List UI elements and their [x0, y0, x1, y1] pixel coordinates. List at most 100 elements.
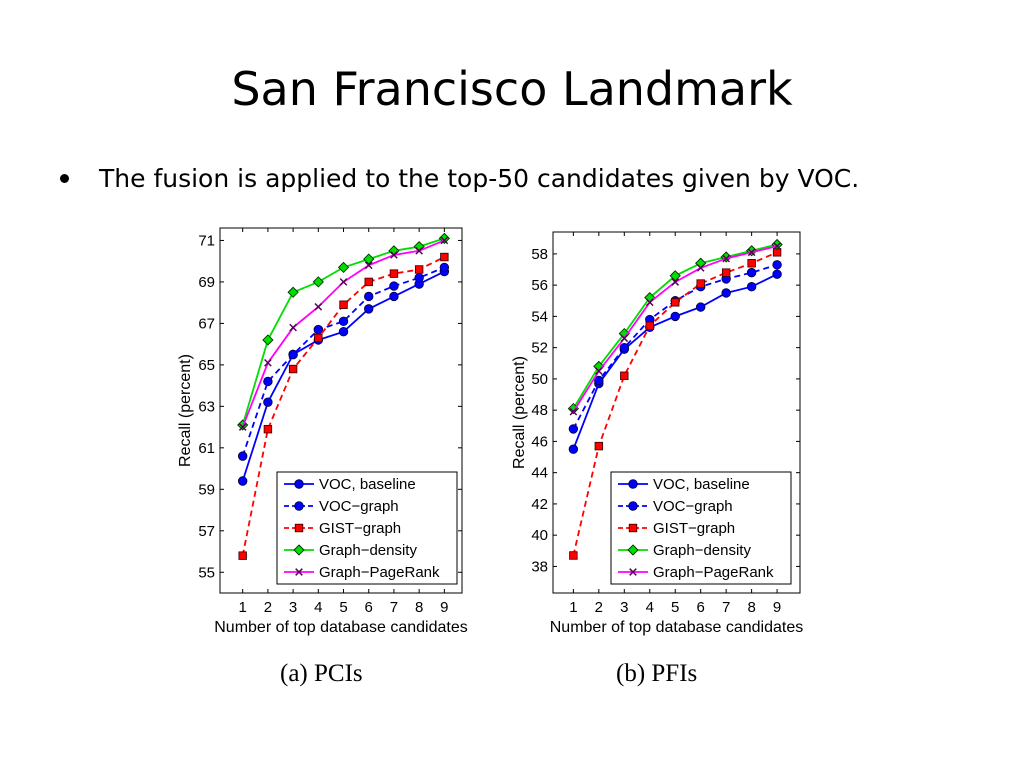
- x-tick-label: 4: [646, 599, 654, 616]
- y-tick-label: 56: [531, 277, 548, 294]
- data-point-1: [389, 281, 399, 291]
- x-tick-label: 1: [569, 599, 577, 616]
- y-tick-label: 40: [531, 527, 548, 544]
- data-point-1: [364, 291, 374, 302]
- legend: VOC, baseline VOC−graph GIST−graph Graph−de…: [610, 471, 792, 585]
- bullet-item: The fusion is applied to the top-50 cand…: [60, 164, 859, 193]
- data-point-0: [364, 304, 374, 314]
- data-point-4: [238, 423, 247, 431]
- y-tick-label: 63: [198, 398, 215, 415]
- y-tick-label: 48: [531, 402, 548, 419]
- caption-b: (b) PFIs: [616, 660, 698, 687]
- x-tick-label: 7: [722, 599, 730, 616]
- series-line-2: [572, 251, 778, 556]
- series-line-1: [241, 266, 445, 457]
- data-point-0: [721, 288, 731, 298]
- data-point-4: [645, 298, 654, 307]
- y-axis-label: Recall (percent): [177, 354, 194, 467]
- data-point-1: [263, 376, 273, 387]
- legend: VOC, baseline VOC−graph GIST−graph Graph−de…: [276, 471, 458, 585]
- x-tick-label: 7: [390, 599, 398, 616]
- y-tick-label: 71: [198, 232, 215, 249]
- data-point-2: [747, 259, 756, 268]
- x-axis-label: Number of top database candidates: [214, 619, 468, 636]
- legend-label: Graph−density: [653, 542, 751, 559]
- y-tick-label: 50: [531, 371, 548, 388]
- legend-label: Graph−PageRank: [653, 564, 774, 581]
- data-point-4: [415, 246, 423, 255]
- legend-marker: [293, 544, 305, 556]
- data-point-2: [594, 441, 604, 451]
- x-tick-label: 3: [620, 599, 628, 616]
- data-point-2: [288, 364, 298, 374]
- plot-frame: [552, 231, 801, 594]
- x-tick-label: 6: [365, 599, 373, 616]
- legend-marker: [628, 479, 638, 489]
- y-tick-label: 65: [198, 357, 215, 374]
- data-point-4: [747, 248, 756, 257]
- y-tick-label: 57: [198, 523, 215, 540]
- y-tick-label: 59: [198, 481, 215, 498]
- x-tick-label: 4: [314, 599, 322, 616]
- data-point-1: [619, 342, 629, 353]
- x-tick-label: 8: [747, 599, 755, 616]
- data-point-2: [721, 268, 731, 277]
- data-point-2: [414, 265, 424, 274]
- legend-marker: [294, 479, 304, 489]
- data-point-2: [238, 551, 247, 560]
- bullet-dot-icon: [60, 174, 69, 183]
- data-point-3: [771, 238, 783, 251]
- data-point-4: [314, 302, 323, 311]
- data-point-4: [364, 261, 373, 270]
- series-line-3: [572, 243, 778, 410]
- legend-label: Graph−density: [319, 542, 417, 559]
- data-point-0: [568, 444, 579, 454]
- legend-label: VOC, baseline: [319, 476, 416, 493]
- y-tick-label: 55: [198, 564, 215, 581]
- data-point-3: [363, 253, 375, 265]
- y-tick-label: 42: [531, 496, 548, 513]
- data-point-0: [338, 326, 349, 337]
- data-point-1: [237, 451, 248, 461]
- data-point-2: [364, 277, 373, 287]
- data-point-4: [569, 407, 578, 416]
- y-tick-label: 61: [198, 440, 215, 457]
- data-point-0: [237, 476, 248, 486]
- data-point-1: [568, 424, 579, 434]
- data-point-4: [595, 367, 603, 375]
- x-tick-label: 2: [264, 599, 272, 616]
- data-point-0: [695, 302, 706, 312]
- x-tick-label: 1: [239, 599, 247, 616]
- legend-box: [610, 471, 792, 585]
- data-point-4: [264, 358, 272, 367]
- data-point-4: [671, 278, 680, 286]
- y-tick-label: 54: [531, 308, 548, 325]
- data-point-3: [337, 261, 350, 274]
- y-tick-label: 38: [531, 558, 548, 575]
- y-tick-label: 67: [198, 315, 215, 332]
- legend-marker: [627, 544, 639, 556]
- y-tick-label: 52: [531, 340, 548, 357]
- data-point-1: [288, 349, 298, 360]
- legend-label: VOC−graph: [319, 498, 399, 515]
- y-tick-label: 46: [531, 433, 548, 450]
- data-point-1: [772, 260, 782, 270]
- data-point-3: [312, 276, 324, 288]
- legend-label: GIST−graph: [319, 520, 401, 537]
- legend-box: [276, 471, 458, 585]
- data-point-0: [263, 397, 273, 407]
- data-point-1: [439, 262, 450, 273]
- legend-marker: [628, 501, 638, 511]
- y-tick-label: 44: [531, 465, 548, 482]
- data-point-2: [696, 279, 705, 288]
- data-point-4: [620, 334, 629, 343]
- x-tick-label: 6: [697, 599, 705, 616]
- y-tick-label: 58: [531, 246, 548, 263]
- legend-label: VOC−graph: [653, 498, 733, 515]
- data-point-0: [389, 291, 399, 302]
- data-point-4: [289, 323, 297, 332]
- data-point-1: [338, 316, 349, 327]
- data-point-2: [339, 300, 348, 309]
